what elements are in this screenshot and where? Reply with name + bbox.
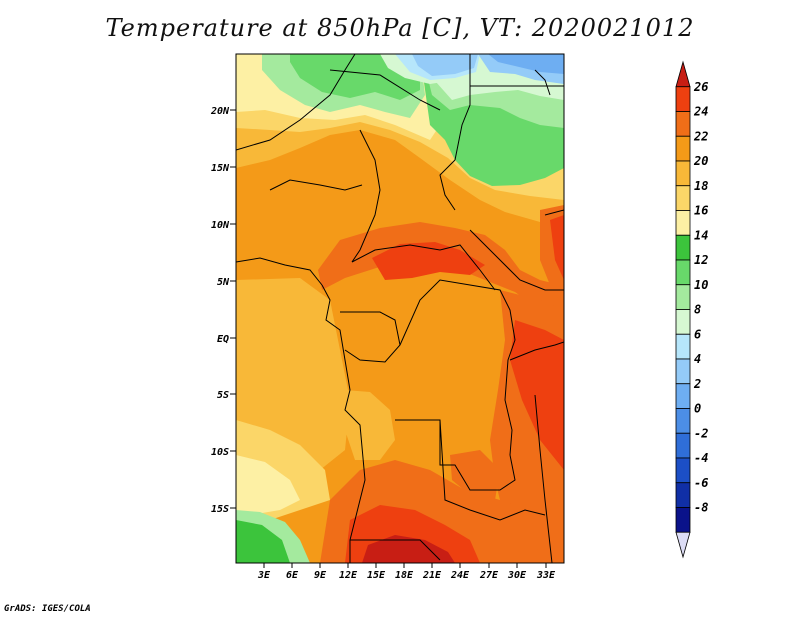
colorbar-label: 22 <box>693 129 708 143</box>
lat-tick-label: 5S <box>217 390 229 401</box>
colorbar-label: 26 <box>693 80 708 94</box>
lon-tick-label: 18E <box>395 570 414 581</box>
colorbar-swatch <box>675 358 691 385</box>
colorbar-label: -2 <box>694 426 708 440</box>
country-borders <box>236 54 564 563</box>
colorbar-label: 20 <box>693 154 708 168</box>
colorbar-swatch <box>675 259 691 286</box>
colorbar-swatch <box>675 284 691 310</box>
lat-tick-label: 15S <box>211 504 229 515</box>
lat-tick-label: 15N <box>211 163 230 174</box>
colorbar-label: 14 <box>694 228 708 242</box>
map-frame <box>235 53 565 564</box>
colorbar-swatch <box>675 457 691 484</box>
colorbar-swatch <box>675 383 691 409</box>
colorbar-swatch <box>675 408 691 434</box>
lat-tick-label: 5N <box>217 277 230 288</box>
colorbar-swatch <box>675 160 691 187</box>
colorbar-min-arrow <box>675 531 691 559</box>
lon-axis: 3E 6E 9E 12E 15E 18E 21E 24E 27E 30E 33E <box>257 563 556 581</box>
lat-tick-label: 20N <box>210 106 230 117</box>
colorbar-label: 10 <box>694 278 708 292</box>
colorbar-swatch <box>675 135 691 162</box>
colorbar-label: 6 <box>694 327 701 341</box>
colorbar-label: 24 <box>693 105 708 119</box>
colorbar-label: 18 <box>694 179 708 193</box>
colorbar-swatch <box>675 507 691 533</box>
colorbar-swatch <box>675 482 691 508</box>
lat-tick-label: 10S <box>211 447 229 458</box>
colorbar-label: -8 <box>694 501 708 515</box>
lon-tick-label: 6E <box>286 570 299 581</box>
colorbar-max-arrow <box>675 60 691 88</box>
colorbar-label: 16 <box>694 204 708 218</box>
colorbar-label: 8 <box>694 303 701 317</box>
colorbar-swatch <box>675 86 691 112</box>
colorbar-swatch <box>675 234 691 261</box>
colorbar-label: -4 <box>694 451 708 465</box>
colorbar-label: 12 <box>694 253 708 267</box>
lon-tick-label: 24E <box>450 570 470 581</box>
lon-tick-label: 30E <box>507 570 527 581</box>
lat-tick-label: 10N <box>211 220 230 231</box>
colorbar-label: -6 <box>694 476 708 490</box>
colorbar-label: 2 <box>693 377 701 391</box>
colorbar-swatch <box>675 210 691 236</box>
lon-tick-label: 12E <box>339 570 358 581</box>
colorbar-swatch <box>675 111 691 137</box>
colorbar-label: 0 <box>694 402 701 416</box>
colorbar-label: 4 <box>694 352 701 366</box>
colorbar-swatch <box>675 185 691 211</box>
lat-axis: 20N 15N 10N 5N EQ 5S 10S 15S <box>210 106 236 515</box>
lon-tick-label: 21E <box>422 570 442 581</box>
lat-tick-label: EQ <box>217 334 229 345</box>
lon-tick-label: 9E <box>314 570 327 581</box>
colorbar-swatch <box>675 309 691 335</box>
lon-tick-label: 33E <box>536 570 556 581</box>
lon-tick-label: 27E <box>479 570 499 581</box>
colorbar-swatch <box>675 432 691 459</box>
chart-title: Temperature at 850hPa [C], VT: 202002101… <box>105 14 695 42</box>
colorbar-swatch <box>675 333 691 360</box>
lon-tick-label: 3E <box>257 570 271 581</box>
grads-credit: GrADS: IGES/COLA <box>4 604 91 614</box>
lon-tick-label: 15E <box>367 570 386 581</box>
